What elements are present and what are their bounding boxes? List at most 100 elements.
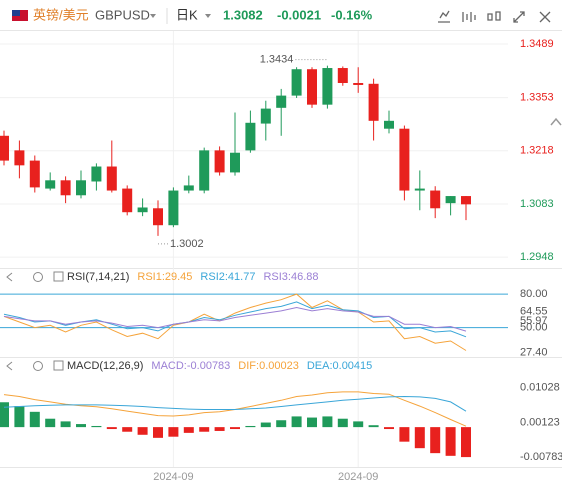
line-series	[3, 395, 467, 412]
asset-name[interactable]: 英镑/美元	[33, 7, 89, 22]
candle-body	[384, 120, 394, 129]
histogram-bar	[445, 427, 456, 456]
histogram-bar	[276, 420, 287, 428]
candle-body	[430, 190, 441, 209]
header-bar	[0, 0, 562, 30]
y-tick-label: 1.3489	[520, 38, 554, 50]
candle-body	[414, 188, 425, 191]
histogram-bar	[91, 425, 102, 428]
line-series	[3, 301, 467, 338]
indicator-button[interactable]	[462, 12, 476, 22]
candle-body	[137, 207, 148, 213]
y-tick-label: 1.3083	[520, 198, 554, 210]
histogram-bar	[353, 421, 364, 428]
candle-body	[399, 128, 410, 191]
candle-body	[29, 160, 40, 188]
candle-body	[168, 190, 179, 226]
asset-symbol[interactable]: GBPUSD	[95, 7, 150, 22]
y-tick-label: 1.3353	[520, 91, 554, 103]
chart-type-button[interactable]	[487, 11, 501, 21]
histogram-bar	[29, 411, 40, 428]
candle-body	[445, 196, 456, 204]
candle-body	[230, 152, 240, 173]
histogram-bar	[183, 427, 194, 433]
histogram-bar	[461, 427, 471, 458]
candle-body	[60, 180, 71, 196]
high-annotation: 1.3434	[260, 54, 294, 66]
histogram-bar	[122, 427, 133, 432]
settings-icon[interactable]	[33, 361, 43, 371]
candle-body	[122, 188, 133, 213]
expand-button[interactable]	[513, 11, 525, 23]
indicator-title: RSI(7,14,21)	[67, 271, 129, 283]
collapse-icon[interactable]	[6, 361, 13, 371]
y-tick-label: 55.97	[520, 315, 548, 327]
legend-entry: RSI1:29.45	[137, 271, 192, 283]
y-tick-label: 27.40	[520, 347, 548, 359]
candle-body	[307, 69, 317, 105]
draw-tool-button[interactable]	[438, 10, 450, 23]
close-button[interactable]	[539, 11, 551, 23]
settings-icon[interactable]	[33, 272, 43, 282]
histogram-bar	[322, 416, 333, 428]
histogram-bar	[60, 421, 71, 428]
scroll-up-button[interactable]	[550, 117, 562, 126]
histogram-bar	[230, 427, 240, 430]
y-tick-label: 1.3218	[520, 145, 554, 157]
dropdown-arrow[interactable]	[150, 14, 156, 18]
histogram-bar	[245, 425, 256, 428]
candle-body	[214, 150, 225, 173]
legend-entry: RSI3:46.88	[263, 271, 318, 283]
candle-body	[153, 208, 163, 226]
y-tick-label: 0.01028	[520, 382, 560, 394]
histogram-bar	[214, 427, 225, 431]
low-annotation: 1.3002	[170, 238, 204, 250]
y-tick-label: 50.00	[520, 321, 548, 333]
histogram-bar	[76, 424, 86, 428]
histogram-bar	[106, 427, 117, 430]
histogram-bar	[430, 427, 441, 454]
candle-body	[245, 122, 256, 151]
dropdown-arrow[interactable]	[205, 14, 211, 18]
y-tick-label: 64.55	[520, 305, 548, 317]
histogram-bar	[368, 425, 379, 428]
collapse-icon[interactable]	[6, 272, 13, 282]
rsi-toolbar	[0, 268, 562, 282]
toggle-icon[interactable]	[53, 360, 64, 371]
line-series	[3, 293, 467, 351]
candle-body	[76, 180, 86, 196]
histogram-bar	[153, 427, 163, 438]
x-tick-label: 2024-09	[338, 471, 378, 483]
histogram-bar	[168, 427, 179, 437]
candle-body	[353, 83, 364, 85]
legend-entry: RSI2:41.77	[200, 271, 255, 283]
last-price: 1.3082	[223, 7, 263, 22]
legend-entry: MACD:-0.00783	[151, 360, 230, 372]
histogram-bar	[337, 418, 348, 428]
period[interactable]: 日K	[176, 7, 198, 22]
macd-toolbar	[0, 357, 562, 371]
candle-body	[276, 95, 287, 108]
legend-entry: DIF:0.00023	[238, 360, 299, 372]
legend-entry: DEA:0.00415	[307, 360, 372, 372]
toggle-icon[interactable]	[53, 271, 64, 282]
histogram-bar	[137, 427, 148, 435]
candle-body	[14, 150, 25, 166]
candle-body	[106, 166, 117, 191]
histogram-bar	[0, 402, 9, 428]
line-series	[3, 306, 467, 332]
candle-body	[368, 83, 379, 121]
candle-body	[91, 166, 102, 182]
indicator-title: MACD(12,26,9)	[67, 360, 143, 372]
histogram-bar	[291, 416, 302, 428]
y-tick-label: 80.00	[520, 288, 548, 300]
candle-body	[461, 196, 471, 205]
flag-icon	[12, 10, 28, 21]
candle-body	[291, 69, 302, 96]
y-tick-label: -0.00783	[520, 451, 562, 463]
candle-body	[337, 68, 348, 83]
price-change-pct: -0.16%	[331, 7, 373, 22]
candle-body	[260, 108, 271, 124]
